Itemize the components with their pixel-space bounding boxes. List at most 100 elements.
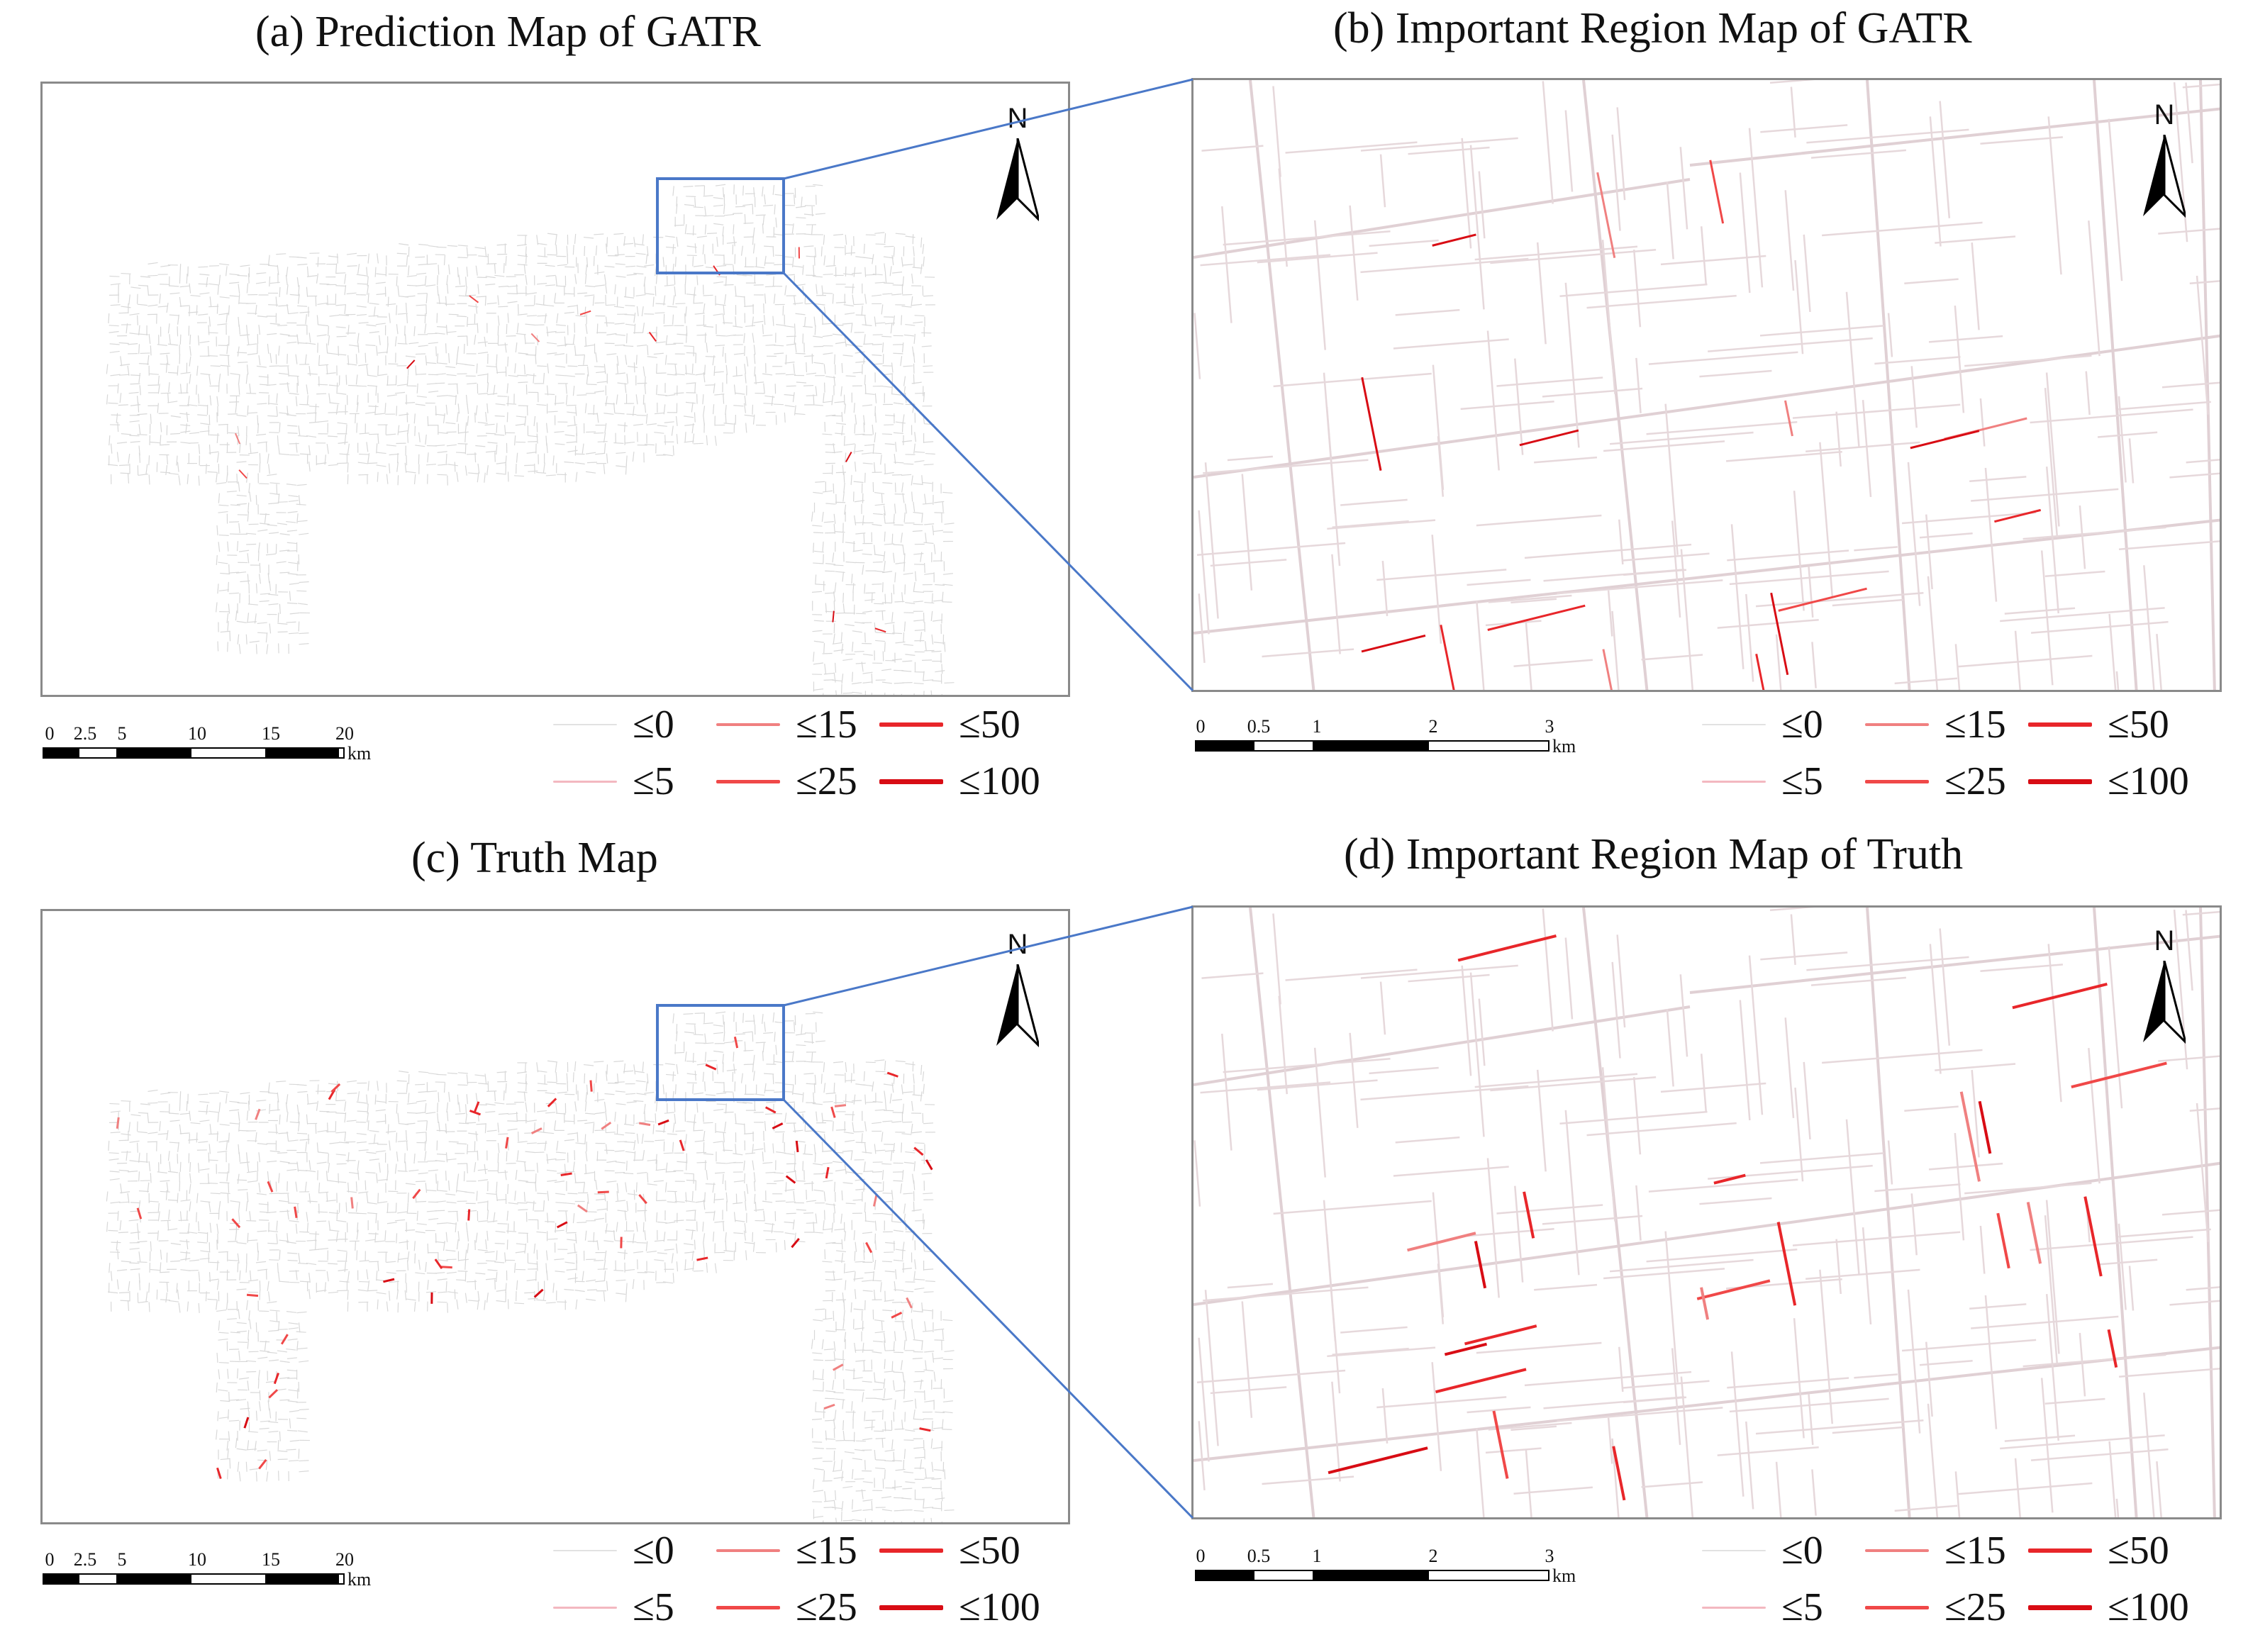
road-segments xyxy=(1193,908,2220,1517)
legend-swatch xyxy=(2028,1548,2092,1553)
legend-swatch xyxy=(716,723,780,726)
legend-label: ≤50 xyxy=(2108,1529,2169,1573)
road-segments xyxy=(106,184,955,695)
legend-item: ≤25 xyxy=(1865,1585,2006,1630)
scale-tick-label: 20 xyxy=(335,723,354,744)
scale-tick-label: 20 xyxy=(335,1549,354,1570)
legend-item: ≤0 xyxy=(553,1528,674,1573)
legend-label: ≤100 xyxy=(959,1585,1040,1629)
legend-swatch xyxy=(553,780,617,783)
scale-segment xyxy=(116,749,191,757)
zoom-map-truth xyxy=(1191,905,2222,1519)
legend-label: ≤25 xyxy=(796,759,857,803)
legend-swatch xyxy=(879,778,943,784)
scale-tick-label: 2 xyxy=(1428,1546,1438,1566)
city-map-truth xyxy=(40,909,1070,1524)
legend-swatch xyxy=(553,1550,617,1551)
legend-item: ≤100 xyxy=(2028,759,2189,804)
scale-segment xyxy=(79,1575,116,1583)
legend-label: ≤0 xyxy=(633,703,674,747)
legend-swatch xyxy=(1702,780,1766,783)
scale-segment xyxy=(1429,1571,1545,1580)
legend-swatch xyxy=(2028,1604,2092,1610)
north-arrow-icon xyxy=(996,964,1039,1048)
scale-bar-graphic xyxy=(43,1573,345,1585)
legend-label: ≤15 xyxy=(1944,703,2006,747)
legend-label: ≤0 xyxy=(633,1529,674,1573)
scale-segment xyxy=(1254,742,1313,750)
zoom-road-network xyxy=(1193,908,2220,1517)
scale-segment xyxy=(265,749,339,757)
legend-item: ≤100 xyxy=(879,1585,1040,1630)
scale-bar-zoom: 0 0.5 1 2 3 km xyxy=(1195,1546,1592,1595)
legend-swatch xyxy=(879,1604,943,1610)
scale-tick-label: 0.5 xyxy=(1247,716,1271,737)
scale-segment xyxy=(44,749,79,757)
city-map-prediction xyxy=(40,82,1070,697)
north-arrow-icon xyxy=(2143,135,2186,218)
legend-item: ≤50 xyxy=(879,702,1020,747)
panel-b-title: (b) Important Region Map of GATR xyxy=(1333,4,1972,52)
scale-bar-graphic xyxy=(1195,740,1549,752)
legend-item: ≤50 xyxy=(879,1528,1020,1573)
scale-tick-label: 15 xyxy=(262,723,280,744)
road-segments xyxy=(1193,80,2220,690)
scale-bar-graphic xyxy=(43,747,345,759)
scale-unit: km xyxy=(347,743,372,764)
legend-label: ≤0 xyxy=(1781,703,1823,747)
scale-bar-graphic xyxy=(1195,1570,1549,1581)
legend-label: ≤25 xyxy=(796,1585,857,1629)
scale-tick-label: 0 xyxy=(45,723,55,744)
legend-item: ≤25 xyxy=(1865,759,2006,804)
legend-swatch xyxy=(879,1548,943,1553)
scale-segment xyxy=(191,1575,265,1583)
scale-tick-label: 0 xyxy=(1196,1546,1206,1566)
north-arrow-icon xyxy=(2143,961,2186,1044)
north-label: N xyxy=(2154,99,2175,130)
scale-tick-label: 3 xyxy=(1545,1546,1554,1566)
legend-item: ≤5 xyxy=(1702,1585,1823,1630)
north-arrow: N xyxy=(2136,99,2193,227)
legend-label: ≤5 xyxy=(1781,759,1823,803)
city-road-network xyxy=(106,184,955,695)
scale-tick-label: 15 xyxy=(262,1549,280,1570)
legend-label: ≤5 xyxy=(633,759,674,803)
scale-tick-label: 0 xyxy=(45,1549,55,1570)
legend-item: ≤15 xyxy=(1865,1528,2006,1573)
legend-item: ≤5 xyxy=(1702,759,1823,804)
scale-tick-label: 10 xyxy=(188,1549,206,1570)
north-arrow-icon xyxy=(996,138,1039,222)
legend-label: ≤15 xyxy=(796,1529,857,1573)
road-segments xyxy=(106,1011,955,1522)
legend-label: ≤50 xyxy=(959,703,1020,747)
legend-swatch xyxy=(2028,722,2092,727)
legend-swatch xyxy=(1702,1550,1766,1551)
zoom-road-network xyxy=(1193,80,2220,690)
legend-item: ≤25 xyxy=(716,1585,857,1630)
zoom-map-prediction xyxy=(1191,78,2222,692)
scale-tick-label: 2.5 xyxy=(73,723,97,744)
scale-segment xyxy=(1313,1571,1429,1580)
scale-segment xyxy=(44,1575,79,1583)
legend-d: ≤0 ≤15 ≤50 ≤5 ≤25 ≤100 xyxy=(1702,1528,2241,1630)
legend-item: ≤0 xyxy=(1702,1528,1823,1573)
legend-label: ≤0 xyxy=(1781,1529,1823,1573)
legend-swatch xyxy=(553,724,617,725)
legend-label: ≤50 xyxy=(959,1529,1020,1573)
north-arrow: N xyxy=(2136,925,2193,1053)
scale-unit: km xyxy=(347,1569,372,1590)
legend-c: ≤0 ≤15 ≤50 ≤5 ≤25 ≤100 xyxy=(553,1528,1092,1630)
scale-segment xyxy=(1196,742,1254,750)
scale-unit: km xyxy=(1552,1566,1576,1586)
north-arrow: N xyxy=(989,103,1046,230)
legend-item: ≤100 xyxy=(2028,1585,2189,1630)
scale-segment xyxy=(265,1575,339,1583)
legend-item: ≤100 xyxy=(879,759,1040,804)
legend-label: ≤100 xyxy=(959,759,1040,803)
legend-item: ≤15 xyxy=(716,1528,857,1573)
panel-d-title: (d) Important Region Map of Truth xyxy=(1344,830,1964,878)
scale-bar-city: 0 2.5 5 10 15 20 km xyxy=(43,1549,411,1599)
scale-tick-label: 5 xyxy=(117,1549,127,1570)
scale-tick-label: 1 xyxy=(1312,716,1322,737)
north-label: N xyxy=(1007,103,1028,134)
